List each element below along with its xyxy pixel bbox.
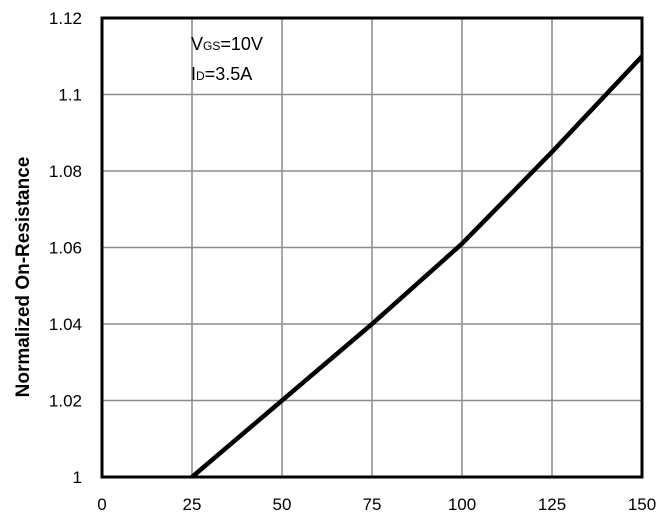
- y-tick-label: 1.08: [49, 162, 82, 181]
- y-tick-label: 1.04: [49, 315, 82, 334]
- x-tick-label: 150: [628, 495, 656, 514]
- id-annotation: ID=3.5A: [191, 64, 252, 84]
- y-tick-label: 1.1: [58, 86, 82, 105]
- series-layer: [190, 54, 644, 479]
- x-tick-label: 0: [97, 495, 106, 514]
- x-tick-label: 50: [273, 495, 292, 514]
- x-tick-label: 125: [538, 495, 566, 514]
- vgs-annotation: VGS=10V: [191, 34, 263, 54]
- x-tick-label: 75: [363, 495, 382, 514]
- y-tick-label: 1.06: [49, 239, 82, 258]
- x-tick-label: 100: [448, 495, 476, 514]
- plot-frame: [100, 16, 644, 479]
- grid: [101, 17, 643, 478]
- y-axis-label: Normalized On-Resistance: [13, 157, 34, 398]
- x-tick-labels: 0 25 50 75 100 125 150: [97, 495, 656, 514]
- series-line: [190, 54, 644, 479]
- x-tick-label: 25: [183, 495, 202, 514]
- y-tick-labels: 1 1.02 1.04 1.06 1.08 1.1 1.12: [49, 9, 82, 487]
- y-tick-label: 1.12: [49, 9, 82, 28]
- y-tick-label: 1: [73, 468, 82, 487]
- y-tick-label: 1.02: [49, 392, 82, 411]
